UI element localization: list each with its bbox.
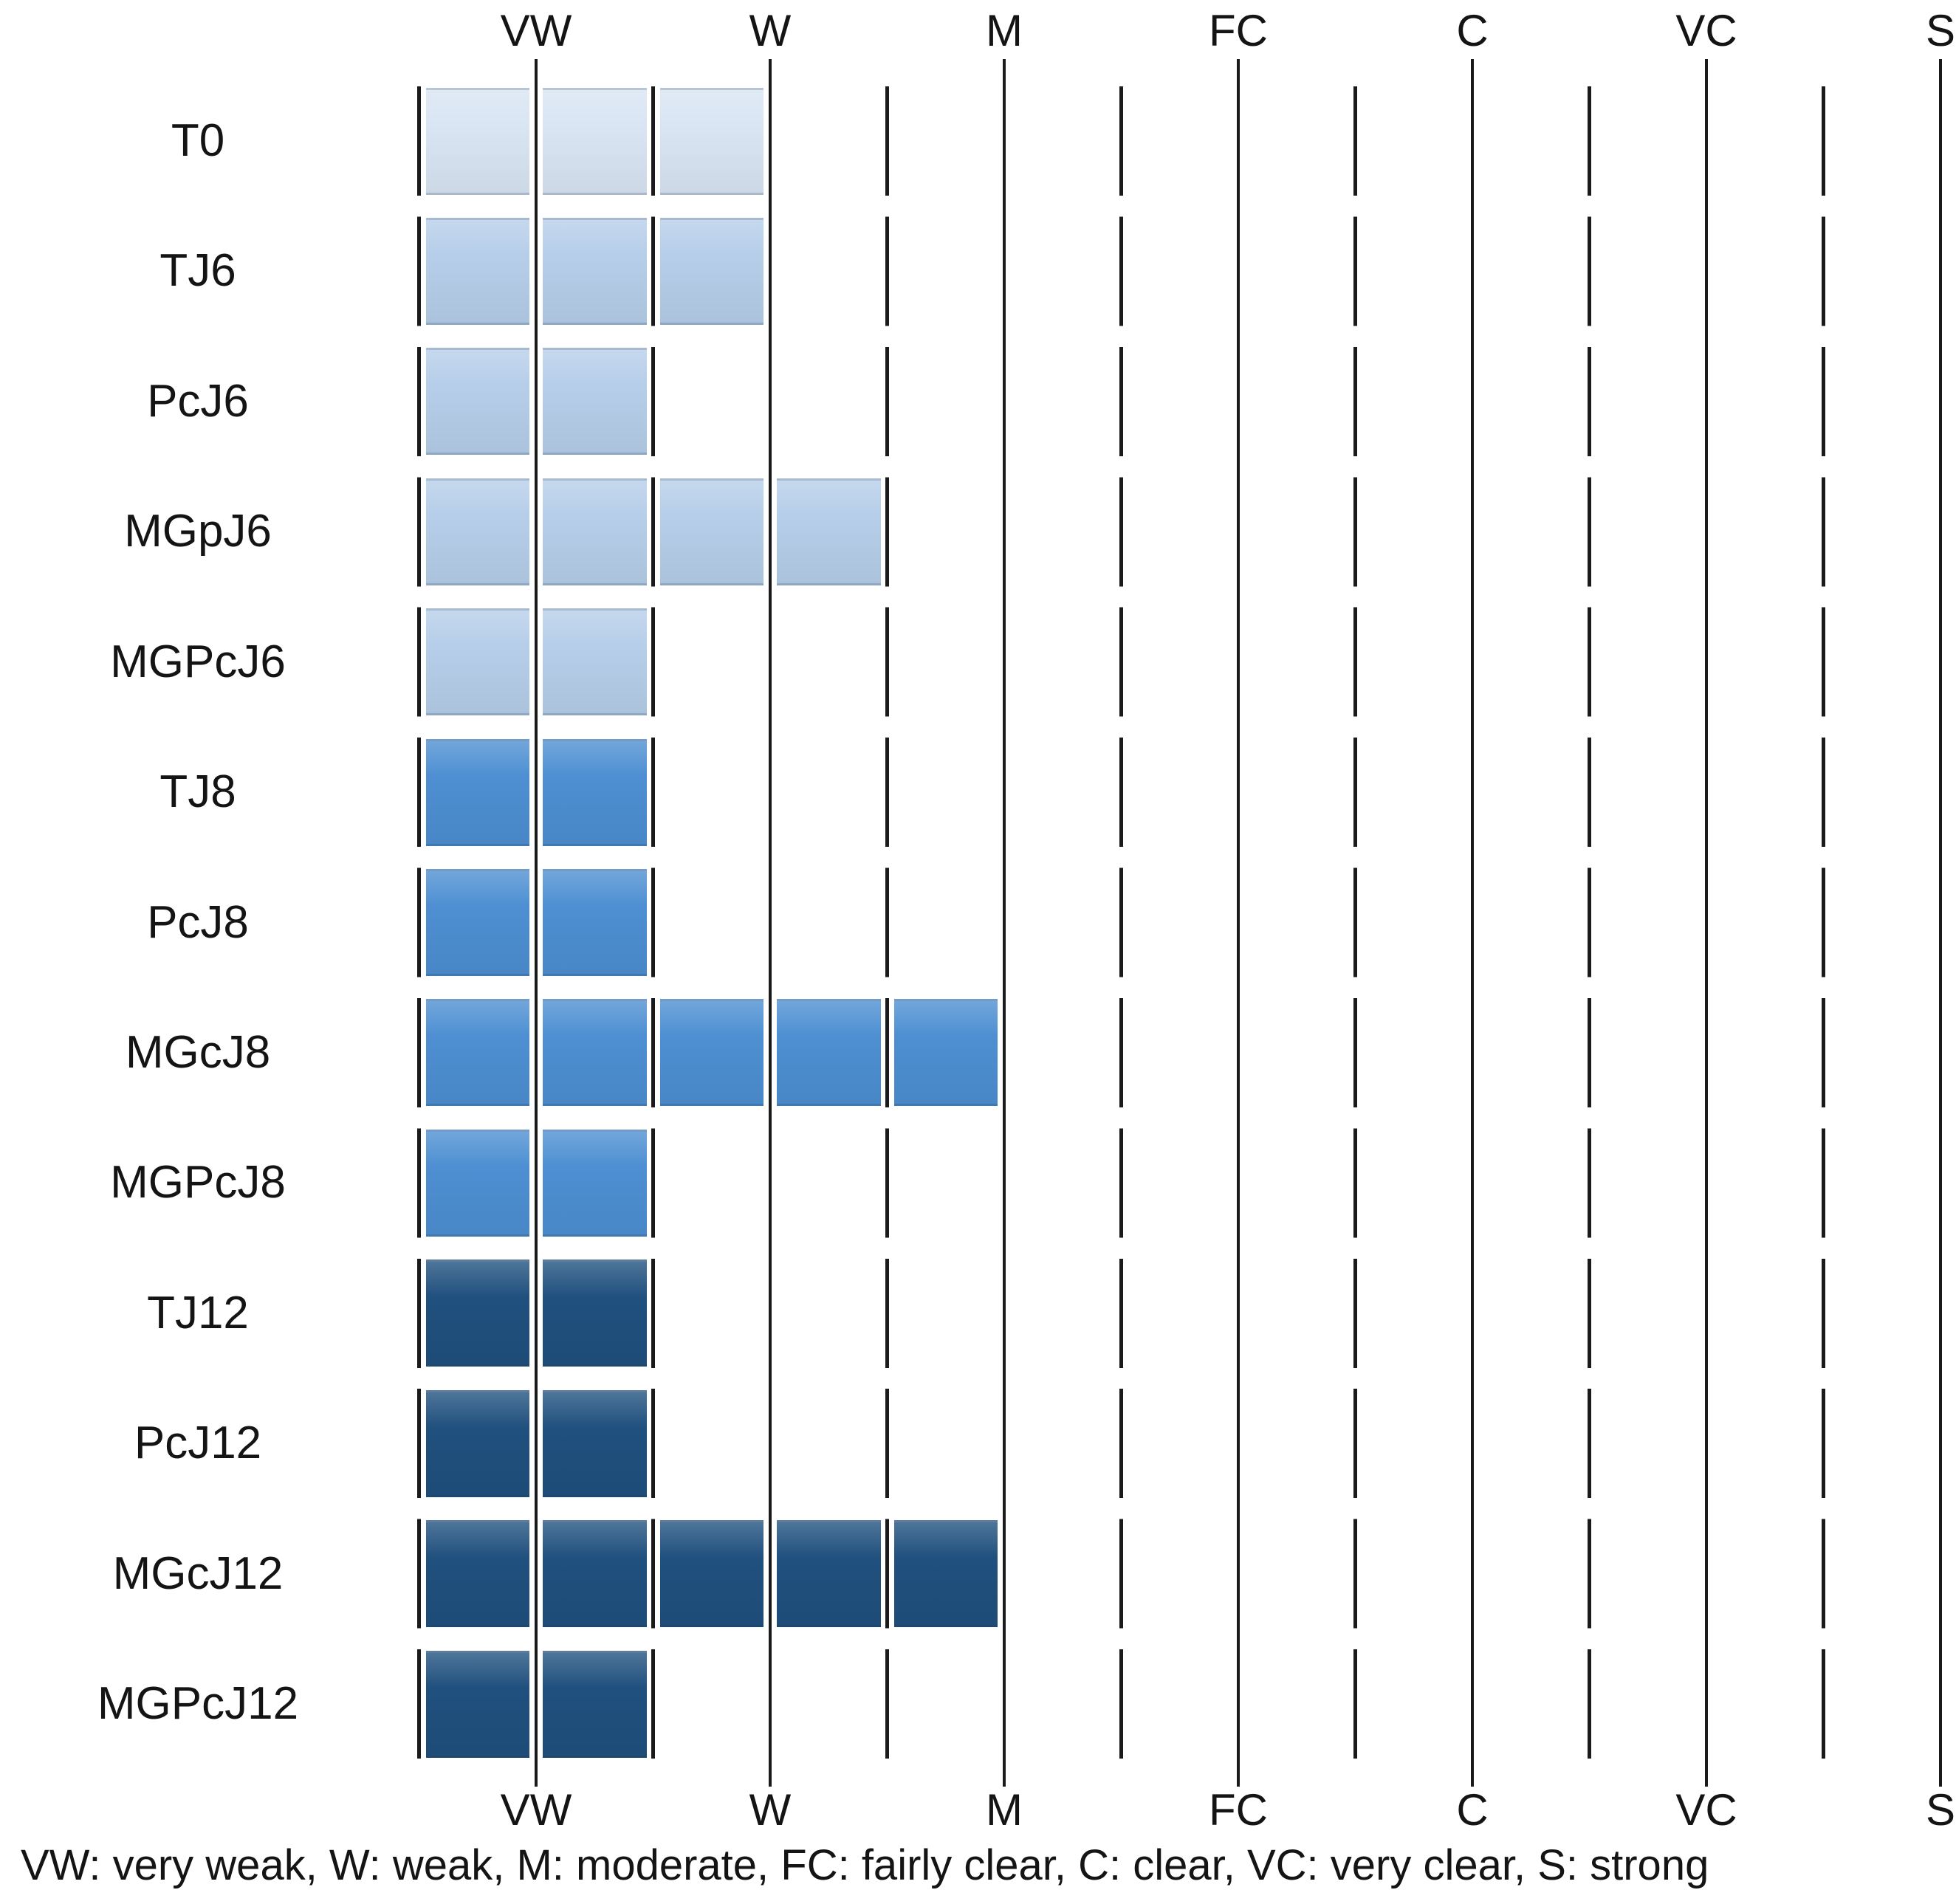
bar-segment-PcJ6-0 — [425, 348, 529, 456]
grid-line-solid-S — [1939, 59, 1942, 1787]
axis-label-bottom-M: M — [986, 1785, 1023, 1835]
axis-label-top-W: W — [749, 6, 792, 55]
grid-line-solid-FC — [1237, 59, 1240, 1787]
grid-line-solid-C — [1471, 59, 1474, 1787]
bar-segment-MGcJ8-0 — [425, 999, 529, 1107]
bar-segment-MGcJ8-2 — [659, 999, 763, 1107]
bar-segment-MGcJ12-4 — [893, 1520, 998, 1628]
bar-segment-MGPcJ8-0 — [425, 1129, 529, 1237]
row-label-TJ12: TJ12 — [147, 1287, 249, 1338]
axis-label-top-VC: VC — [1675, 6, 1737, 55]
grid-line-solid-W — [769, 59, 772, 1787]
axis-label-top-M: M — [986, 6, 1023, 55]
bar-segment-TJ6-0 — [425, 217, 529, 325]
bar-segment-MGcJ8-1 — [543, 999, 647, 1107]
axis-label-bottom-FC: FC — [1209, 1785, 1268, 1835]
bar-segment-TJ6-1 — [543, 217, 647, 325]
bar-segment-PcJ8-0 — [425, 869, 529, 977]
bar-segment-MGcJ12-1 — [543, 1520, 647, 1628]
grid-line-dashed-3 — [1119, 86, 1123, 1759]
grid-line-dashed-4 — [1353, 86, 1357, 1759]
row-label-MGPcJ8: MGPcJ8 — [110, 1157, 286, 1209]
bar-segment-TJ12-1 — [543, 1259, 647, 1367]
bar-segment-MGPcJ6-1 — [543, 608, 647, 716]
row-label-MGcJ12: MGcJ12 — [112, 1547, 284, 1599]
bar-segment-MGcJ12-0 — [425, 1520, 529, 1628]
axis-label-bottom-VC: VC — [1675, 1785, 1737, 1835]
grid-line-dashed-2 — [885, 86, 889, 1759]
bar-segment-T0-1 — [543, 87, 647, 195]
bar-segment-MGpJ6-2 — [659, 478, 763, 585]
axis-label-top-C: C — [1456, 6, 1489, 55]
axis-label-top-VW: VW — [500, 6, 572, 55]
row-label-MGPcJ12: MGPcJ12 — [97, 1678, 299, 1730]
grid-line-solid-M — [1003, 59, 1006, 1787]
row-label-MGPcJ6: MGPcJ6 — [110, 636, 286, 687]
row-label-MGcJ8: MGcJ8 — [125, 1026, 271, 1078]
axis-label-bottom-VW: VW — [500, 1785, 572, 1835]
bar-segment-MGPcJ12-0 — [425, 1650, 529, 1758]
row-label-PcJ6: PcJ6 — [147, 375, 249, 427]
bar-segment-MGpJ6-1 — [543, 478, 647, 585]
bar-segment-TJ8-0 — [425, 738, 529, 846]
bar-segment-MGpJ6-0 — [425, 478, 529, 585]
grid-line-solid-VC — [1705, 59, 1708, 1787]
row-label-TJ6: TJ6 — [159, 245, 236, 297]
bar-segment-T0-2 — [659, 87, 763, 195]
axis-label-bottom-W: W — [749, 1785, 792, 1835]
bar-segment-MGPcJ6-0 — [425, 608, 529, 716]
bar-segment-MGPcJ12-1 — [543, 1650, 647, 1758]
grid-line-dashed-0 — [417, 86, 421, 1759]
axis-label-top-S: S — [1925, 6, 1956, 55]
grid-line-dashed-1 — [651, 86, 655, 1759]
scale-legend-caption: VW: very weak, W: weak, M: moderate, FC:… — [21, 1841, 1709, 1889]
row-label-TJ8: TJ8 — [159, 766, 236, 818]
row-label-PcJ12: PcJ12 — [134, 1417, 262, 1469]
bar-segment-MGcJ12-3 — [777, 1520, 881, 1628]
row-label-PcJ8: PcJ8 — [147, 896, 249, 948]
bar-segment-PcJ6-1 — [543, 348, 647, 456]
bar-segment-MGcJ12-2 — [659, 1520, 763, 1628]
bar-segment-PcJ12-0 — [425, 1389, 529, 1497]
bar-segment-PcJ12-1 — [543, 1389, 647, 1497]
bar-segment-PcJ8-1 — [543, 869, 647, 977]
axis-label-bottom-C: C — [1456, 1785, 1489, 1835]
axis-label-bottom-S: S — [1925, 1785, 1956, 1835]
bar-segment-MGcJ8-4 — [893, 999, 998, 1107]
bar-segment-MGPcJ8-1 — [543, 1129, 647, 1237]
bar-segment-MGcJ8-3 — [777, 999, 881, 1107]
axis-label-top-FC: FC — [1209, 6, 1268, 55]
bar-segment-TJ6-2 — [659, 217, 763, 325]
bar-segment-TJ12-0 — [425, 1259, 529, 1367]
bar-segment-TJ8-1 — [543, 738, 647, 846]
row-label-T0: T0 — [171, 115, 225, 166]
bar-segment-MGpJ6-3 — [777, 478, 881, 585]
grid-line-dashed-6 — [1822, 86, 1825, 1759]
row-label-MGpJ6: MGpJ6 — [124, 506, 272, 557]
grid-line-solid-VW — [535, 59, 538, 1787]
bar-segment-T0-0 — [425, 87, 529, 195]
grid-line-dashed-5 — [1588, 86, 1591, 1759]
